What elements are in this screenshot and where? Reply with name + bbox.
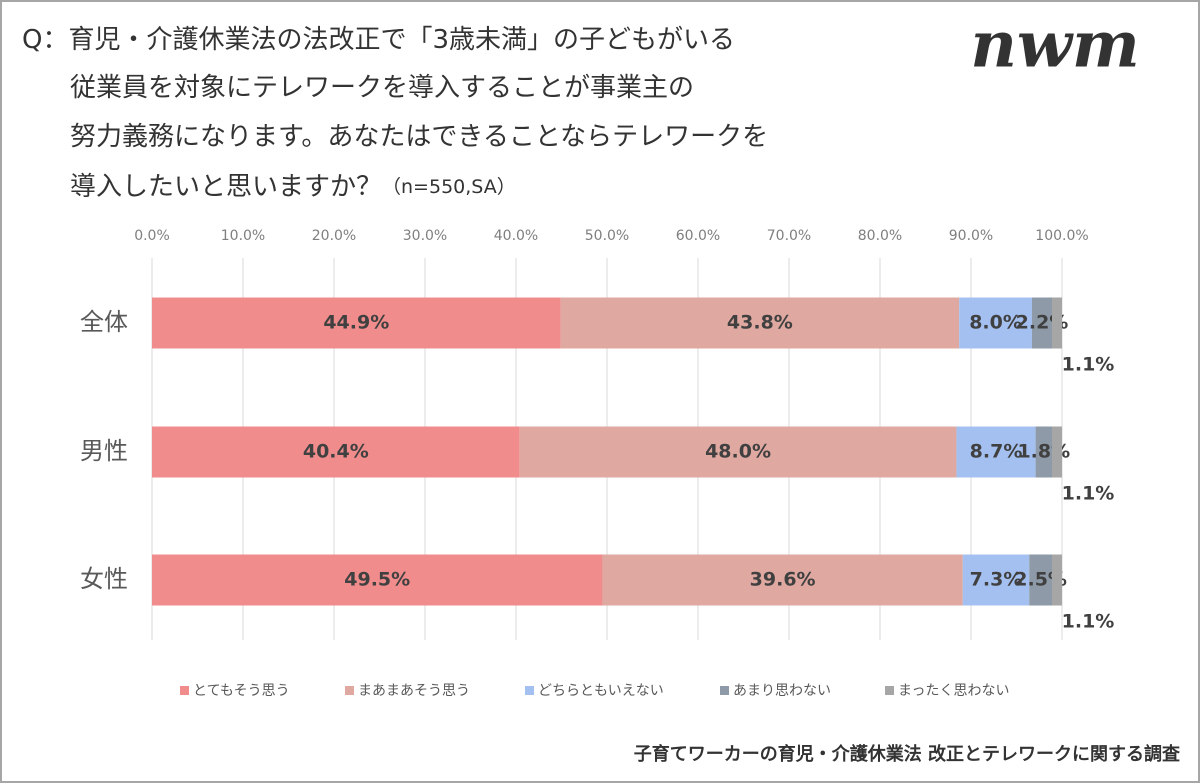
- bar-segment: [1051, 426, 1062, 478]
- bar-segment: [1035, 426, 1052, 478]
- legend-marker: [180, 686, 189, 695]
- bar-segment: [152, 554, 603, 606]
- x-tick-label: 60.0%: [676, 228, 720, 244]
- source: 子育てワーカーの育児・介護休業法 改正とテレワークに関する調査: [634, 743, 1180, 765]
- title-text: 従業員を対象にテレワークを導入することが事業主の: [70, 73, 694, 103]
- data-label: 8.0%: [969, 312, 1022, 334]
- title-text: Q：育児・介護休業法の法改正で「3歳未満」の子どもがいる: [22, 25, 735, 55]
- title-line: 導入したいと思いますか？（n=550,SA）: [70, 172, 516, 202]
- bar-segment: [560, 297, 960, 349]
- title-line: 努力義務になります。あなたはできることならテレワークを: [70, 122, 768, 152]
- bar-segment: [1051, 297, 1062, 349]
- bar-segment: [152, 297, 561, 349]
- x-tick-label: 20.0%: [312, 228, 356, 244]
- x-tick-label: 80.0%: [858, 228, 902, 244]
- data-label: 39.6%: [750, 569, 816, 591]
- data-label: 49.5%: [344, 569, 410, 591]
- data-label: 40.4%: [303, 441, 369, 463]
- x-tick-label: 70.0%: [767, 228, 811, 244]
- bar-segment: [956, 426, 1036, 478]
- data-label: 43.8%: [727, 312, 793, 334]
- legend-marker: [525, 686, 534, 695]
- logo: nwm: [970, 8, 1139, 83]
- data-label: 44.9%: [323, 312, 389, 334]
- x-tick-label: 90.0%: [949, 228, 993, 244]
- category-label: 全体: [80, 308, 128, 336]
- bar-segment: [1029, 554, 1052, 606]
- title-line: 従業員を対象にテレワークを導入することが事業主の: [70, 73, 694, 103]
- data-label: 1.1%: [1062, 354, 1115, 376]
- legend-label: まあまあそう思う: [358, 683, 470, 699]
- data-label: 1.1%: [1062, 611, 1115, 633]
- legend-marker: [885, 686, 894, 695]
- bar-segment: [1051, 554, 1062, 606]
- data-label: 1.1%: [1062, 483, 1115, 505]
- legend-label: どちらともいえない: [538, 683, 664, 699]
- legend-label: あまり思わない: [733, 683, 831, 699]
- x-tick-label: 30.0%: [403, 228, 447, 244]
- data-label: 7.3%: [970, 569, 1023, 591]
- x-tick-label: 0.0%: [134, 228, 170, 244]
- category-label: 女性: [80, 565, 128, 593]
- x-tick-label: 50.0%: [585, 228, 629, 244]
- legend-marker: [720, 686, 729, 695]
- category-label: 男性: [80, 437, 128, 465]
- legend-label: とてもそう思う: [193, 683, 290, 699]
- title-text: 導入したいと思いますか？: [70, 172, 382, 202]
- data-label: 1.8%: [1017, 441, 1070, 463]
- legend-marker: [345, 686, 354, 695]
- title-line: Q：育児・介護休業法の法改正で「3歳未満」の子どもがいる: [22, 25, 735, 55]
- bar-segment: [152, 426, 520, 478]
- x-tick-label: 10.0%: [221, 228, 265, 244]
- bar-segment: [602, 554, 963, 606]
- subtitle: （n=550,SA）: [382, 176, 516, 198]
- data-label: 8.7%: [970, 441, 1023, 463]
- x-tick-label: 40.0%: [494, 228, 538, 244]
- data-label: 48.0%: [705, 441, 771, 463]
- bar-segment: [962, 554, 1030, 606]
- bar-segment: [1031, 297, 1052, 349]
- x-tick-label: 100.0%: [1035, 228, 1088, 244]
- legend-label: まったく思わない: [898, 683, 1009, 699]
- bar-segment: [519, 426, 957, 478]
- bar-segment: [959, 297, 1032, 349]
- title-text: 努力義務になります。あなたはできることならテレワークを: [70, 122, 768, 152]
